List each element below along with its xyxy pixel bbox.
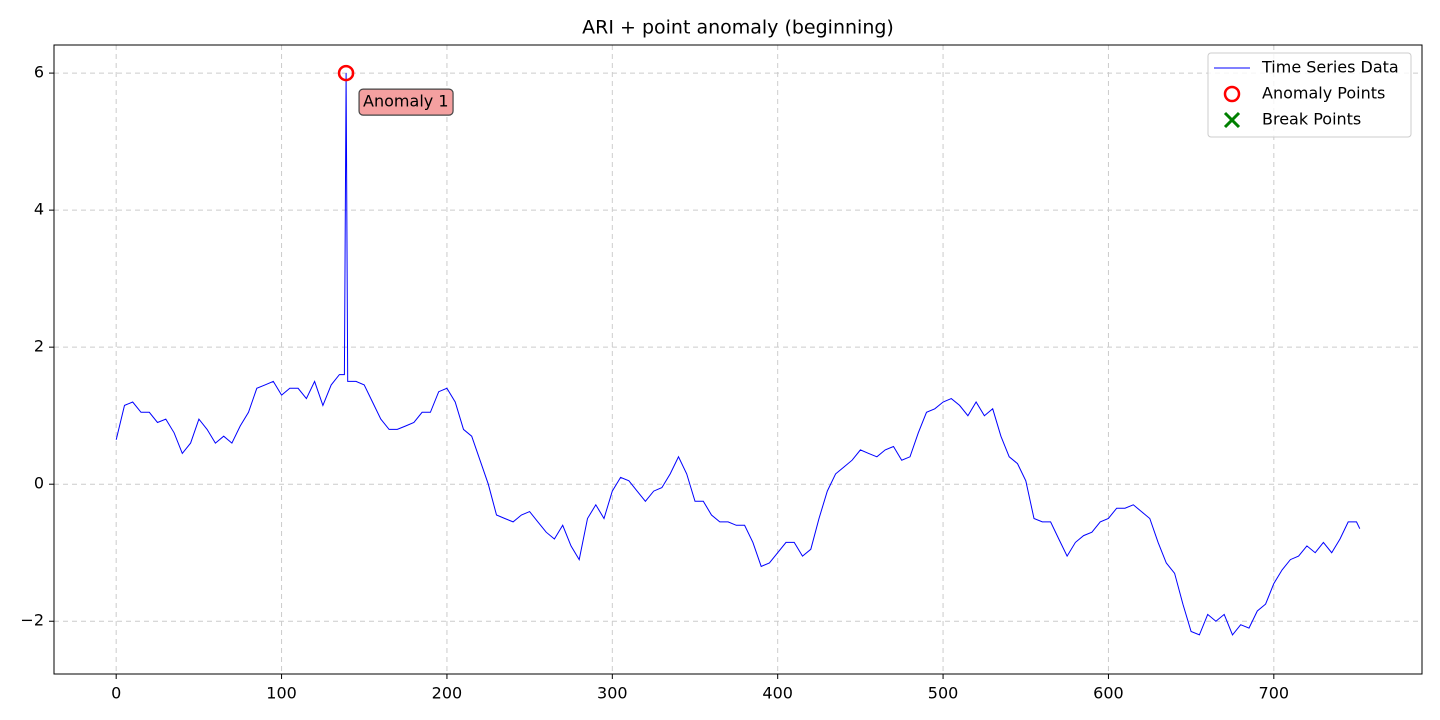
x-tick-label: 600: [1093, 684, 1124, 703]
x-tick-label: 500: [928, 684, 959, 703]
data-line: [115, 73, 1361, 636]
legend-swatch: [1223, 85, 1241, 103]
plot-frame: [53, 44, 1423, 675]
legend: Time Series Data Anomaly Points Break Poin…: [1207, 52, 1412, 138]
x-tick-label: 0: [111, 684, 121, 703]
annotation-box: [358, 88, 454, 116]
legend-label: Break Points: [1262, 110, 1361, 129]
y-tick-label: 4: [34, 200, 44, 219]
chart-title: ARI + point anomaly (beginning): [582, 17, 894, 39]
annotation-text: Anomaly 1: [363, 92, 448, 111]
legend-label: Anomaly Points: [1262, 84, 1385, 103]
y-tick-label: 2: [34, 337, 44, 356]
legend-label: Time Series Data: [1261, 58, 1399, 77]
x-tick-label: 200: [432, 684, 463, 703]
x-tick-label: 700: [1259, 684, 1290, 703]
legend-swatch: [1223, 111, 1241, 129]
annotation: Anomaly 1: [358, 88, 454, 116]
x-tick-label: 100: [266, 684, 297, 703]
x-tick-label: 300: [597, 684, 628, 703]
legend-box: [1207, 52, 1412, 138]
anomaly-point: [337, 64, 355, 82]
y-tick-label: −2: [20, 611, 44, 630]
y-tick-label: 6: [34, 63, 44, 82]
x-tick-label: 400: [762, 684, 793, 703]
y-tick-label: 0: [34, 474, 44, 493]
